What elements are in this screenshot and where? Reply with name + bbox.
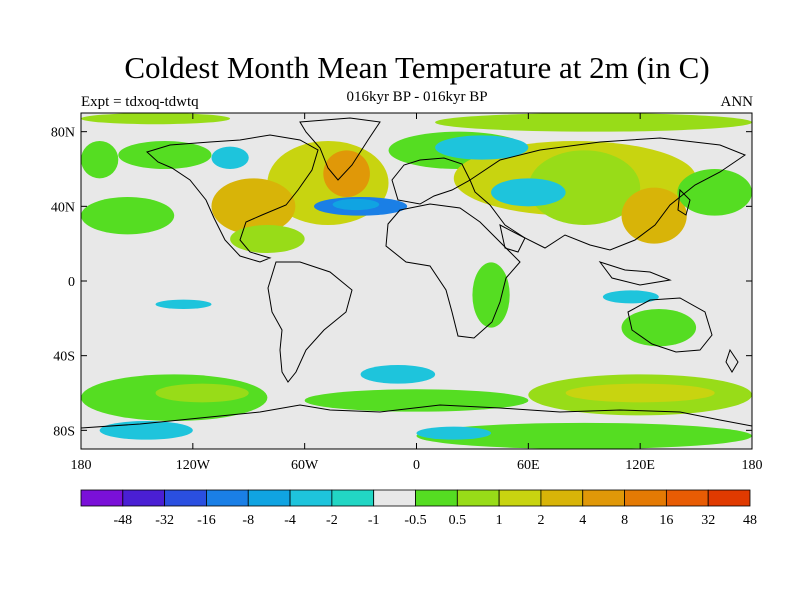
x-tick-label: 180	[742, 458, 763, 473]
y-tick-label: 0	[68, 275, 75, 290]
colorbar-label: 1	[496, 513, 503, 528]
colorbar-swatch	[80, 489, 124, 507]
colorbar-label: 0.5	[449, 513, 467, 528]
colorbar-swatch	[498, 489, 542, 507]
colorbar-swatch	[206, 489, 249, 507]
colorbar-swatch	[707, 489, 751, 507]
anomaly-region	[491, 178, 566, 207]
anomaly-region	[304, 389, 529, 412]
anomaly-region	[528, 150, 641, 225]
coastline-asia	[469, 137, 747, 251]
anomaly-region	[472, 262, 510, 328]
anomaly-region	[621, 309, 697, 347]
coastline-arabia	[499, 224, 526, 253]
anomaly-region	[230, 225, 305, 253]
anomaly-region	[118, 141, 212, 169]
anomaly-region	[677, 169, 752, 216]
coastline-africa	[385, 203, 521, 339]
axis-ticks: 80N 40N 0 40S 80S 180 120W 60W 0 60E 120E 180	[51, 113, 763, 473]
coastlines	[81, 117, 752, 429]
map-subtitle: 016kyr BP - 016kyr BP	[346, 89, 488, 105]
colorbar-swatch	[456, 489, 500, 507]
y-tick-label: 80S	[53, 424, 75, 439]
colorbar-label: -32	[155, 513, 174, 528]
anomaly-region	[332, 198, 380, 211]
anomaly-region	[99, 421, 193, 440]
anomaly-region	[211, 178, 296, 235]
coastline-new-zealand	[725, 348, 739, 373]
colorbar-swatch	[331, 489, 375, 507]
colorbar-swatch	[415, 489, 458, 507]
colorbar-label: -2	[326, 513, 338, 528]
colorbar-swatch	[247, 489, 291, 507]
x-tick-label: 180	[71, 458, 92, 473]
colorbar-label: -8	[242, 513, 254, 528]
x-tick-label: 60E	[517, 458, 540, 473]
colorbar-label: -0.5	[404, 513, 426, 528]
colorbar-label: 32	[701, 513, 715, 528]
anomaly-region	[416, 422, 752, 449]
colorbar: -48 -32 -16 -8 -4 -2 -1 -0.5 0.5 1 2 4 8 16 32 48	[80, 489, 757, 528]
colorbar-label: -1	[368, 513, 380, 528]
anomaly-region	[435, 135, 529, 160]
colorbar-swatch	[582, 489, 625, 507]
coastline-australia	[627, 297, 713, 353]
season-label: ANN	[720, 94, 754, 110]
colorbar-swatch	[373, 489, 416, 507]
x-tick-label: 60W	[291, 458, 319, 473]
plot-area	[81, 113, 752, 449]
x-tick-label: 120W	[176, 458, 211, 473]
coastline-south-america	[267, 261, 353, 383]
anomaly-region	[323, 150, 370, 198]
anomaly-region	[81, 197, 175, 235]
coastline-greenland	[299, 117, 381, 181]
anomaly-region	[602, 290, 659, 304]
x-tick-label: 0	[413, 458, 420, 473]
colorbar-label: 8	[621, 513, 628, 528]
anomaly-region	[416, 426, 492, 440]
colorbar-swatch	[665, 489, 709, 507]
colorbar-swatch	[122, 489, 166, 507]
colorbar-label: 4	[579, 513, 586, 528]
colorbar-swatch	[289, 489, 333, 507]
anomaly-region	[155, 299, 212, 310]
colorbar-label: 16	[659, 513, 673, 528]
colorbar-swatch	[164, 489, 207, 507]
colorbar-label: -48	[113, 513, 132, 528]
x-tick-label: 120E	[625, 458, 655, 473]
colorbar-label: 48	[743, 513, 757, 528]
anomaly-region	[435, 113, 752, 132]
y-tick-label: 40S	[53, 350, 75, 365]
colorbar-label: -4	[284, 513, 296, 528]
colorbar-label: 2	[537, 513, 544, 528]
colorbar-swatch	[540, 489, 584, 507]
anomaly-region	[360, 365, 436, 384]
anomaly-region	[155, 383, 249, 403]
coastline-europe	[391, 157, 471, 205]
coastline-japan	[677, 188, 691, 216]
y-tick-label: 80N	[51, 126, 75, 141]
coastline-antarctica	[81, 404, 752, 429]
anomaly-region	[211, 146, 249, 169]
y-tick-label: 40N	[51, 200, 75, 215]
anomaly-region	[621, 187, 687, 244]
anomaly-region	[81, 113, 231, 125]
experiment-label: Expt = tdxoq-tdwtq	[81, 94, 199, 110]
colorbar-label: -16	[197, 513, 216, 528]
map-title: Coldest Month Mean Temperature at 2m (in…	[124, 50, 710, 85]
anomaly-region	[81, 141, 119, 179]
anomaly-region	[565, 383, 715, 403]
coastline-north-america	[146, 134, 319, 263]
colorbar-swatch	[624, 489, 667, 507]
coastline-indonesia	[598, 261, 672, 286]
